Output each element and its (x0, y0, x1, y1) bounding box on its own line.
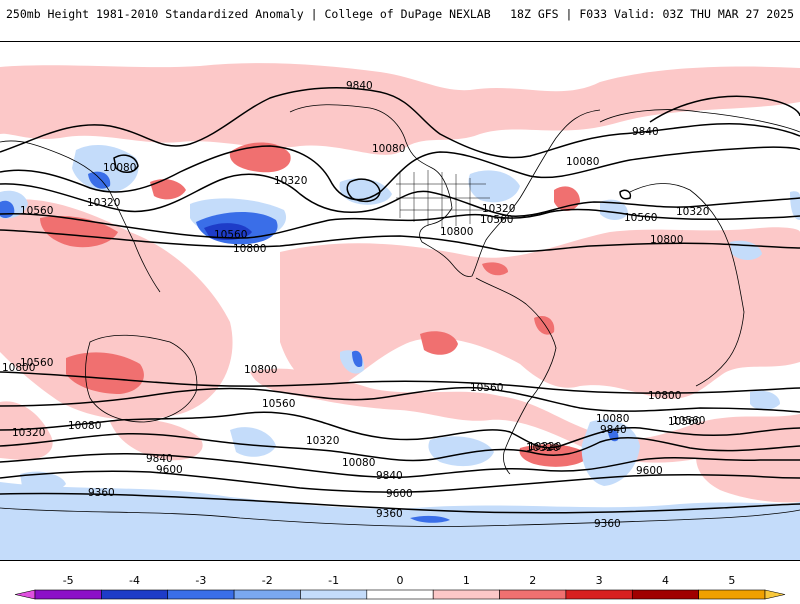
colorbar-swatch (764, 589, 786, 600)
colorbar-swatch (167, 589, 235, 600)
contour-label: 9600 (386, 488, 413, 500)
colorbar-tick-label: -4 (129, 574, 140, 587)
contour-label: 10800 (440, 226, 473, 238)
contour-10800-north (0, 229, 800, 253)
colorbar-tick-label: -5 (63, 574, 74, 587)
contour-label: 10560 (20, 357, 53, 369)
contour-label: 10080 (342, 457, 375, 469)
colorbar-tick-label: 0 (397, 574, 404, 587)
colorbar-swatches (14, 589, 786, 600)
contour-10560-south (0, 386, 800, 413)
colorbar-tick-label: -3 (195, 574, 206, 587)
contour-label: 9360 (88, 487, 115, 499)
antarctic-negative-anomaly (0, 482, 800, 560)
contour-9360-south (0, 492, 800, 514)
contour-9840-south (0, 452, 800, 479)
colorbar-swatch (698, 589, 766, 600)
contour-label: 10080 (372, 143, 405, 155)
map-title: 250mb Height 1981-2010 Standardized Anom… (6, 7, 491, 21)
contour-label: 10320 (526, 442, 559, 454)
colorbar-tick-labels: -5 -4 -3 -2 -1 0 1 2 3 4 5 (63, 574, 736, 587)
colorbar-swatch (300, 589, 368, 600)
colorbar-tick-label: 1 (463, 574, 470, 587)
contour-label: 10800 (244, 364, 277, 376)
contour-closed-low-asia (113, 154, 139, 173)
contour-label: 10320 (274, 175, 307, 187)
anomaly-map: 9840 9840 10080 10080 10080 10320 10320 … (0, 42, 800, 560)
anomaly-colorbar: -5 -4 -3 -2 -1 0 1 2 3 4 5 (0, 568, 800, 600)
contour-9600-south (0, 470, 800, 493)
contour-10320-south (0, 411, 800, 449)
contour-label: 10800 (648, 390, 681, 402)
contour-label: 10560 (20, 205, 53, 217)
contour-label: 10080 (596, 413, 629, 425)
contour-label: 9840 (600, 424, 627, 436)
colorbar-tick-label: -2 (262, 574, 273, 587)
contour-label: 10080 (566, 156, 599, 168)
eurasia-north-outline (599, 109, 800, 133)
colorbar-tick-label: 2 (529, 574, 536, 587)
positive-anomaly-areas (0, 63, 800, 503)
contour-label: 10320 (306, 435, 339, 447)
contour-closed-low-pacific (346, 178, 381, 203)
contour-10560-north (0, 208, 800, 239)
contour-label: 10560 (668, 416, 701, 428)
colorbar-tick-label: -1 (328, 574, 339, 587)
colorbar-swatch (101, 589, 169, 600)
contour-10080-south (0, 432, 800, 462)
contour-label: 10320 (676, 206, 709, 218)
contour-label: 10080 (68, 420, 101, 432)
contour-label: 10560 (214, 229, 247, 241)
colorbar-tick-label: 5 (728, 574, 735, 587)
contour-label: 10560 (262, 398, 295, 410)
contour-label: 9840 (146, 453, 173, 465)
australia-outline (85, 334, 198, 423)
contour-label: 9840 (346, 80, 373, 92)
colorbar-tick-label: 3 (596, 574, 603, 587)
contour-label: 9360 (376, 508, 403, 520)
contour-closed-low-atlantic (619, 189, 632, 200)
contour-label: 10800 (233, 243, 266, 255)
contour-label: 9360 (594, 518, 621, 530)
colorbar-swatch (565, 589, 633, 600)
contour-label: 10560 (624, 212, 657, 224)
contour-10320-north (0, 173, 800, 217)
contour-label: 10800 (2, 362, 35, 374)
colorbar-swatch (14, 589, 36, 600)
colorbar-svg: -5 -4 -3 -2 -1 0 1 2 3 4 5 (14, 574, 786, 600)
colorbar-swatch (631, 589, 699, 600)
colorbar-swatch (366, 589, 434, 600)
contour-label: 10320 (482, 203, 515, 215)
colorbar-swatch (233, 589, 301, 600)
south-america-outline (475, 277, 557, 475)
contour-label: 10320 (87, 197, 120, 209)
us-state-borders (396, 170, 490, 228)
contour-label: 9840 (632, 126, 659, 138)
contour-label: 10560 (470, 382, 503, 394)
contour-label: 10800 (650, 234, 683, 246)
contour-label: 9600 (636, 465, 663, 477)
contour-label: 9600 (156, 464, 183, 476)
contour-label: 10320 (12, 427, 45, 439)
antarctica-outline (0, 507, 800, 527)
contour-9840-arctic (649, 95, 800, 123)
map-header: 250mb Height 1981-2010 Standardized Anom… (0, 0, 800, 30)
contour-label: 10080 (103, 162, 136, 174)
contour-label: 10560 (480, 214, 513, 226)
contour-10800-south (0, 371, 800, 394)
contour-9840-north (0, 86, 800, 159)
model-valid-time: 18Z GFS | F033 Valid: 03Z THU MAR 27 202… (510, 7, 794, 21)
colorbar-swatch (34, 589, 102, 600)
contour-label: 10320 (528, 441, 561, 453)
contour-label: 10560 (672, 415, 705, 427)
north-america-outline (289, 104, 601, 277)
contour-label: 9840 (376, 470, 403, 482)
colorbar-tick-label: 4 (662, 574, 669, 587)
africa-outline (629, 183, 745, 387)
colorbar-swatch (499, 589, 567, 600)
height-contours (0, 86, 800, 514)
map-panel: 9840 9840 10080 10080 10080 10320 10320 … (0, 41, 800, 561)
colorbar-swatch (432, 589, 500, 600)
contour-labels: 9840 9840 10080 10080 10080 10320 10320 … (2, 80, 709, 530)
